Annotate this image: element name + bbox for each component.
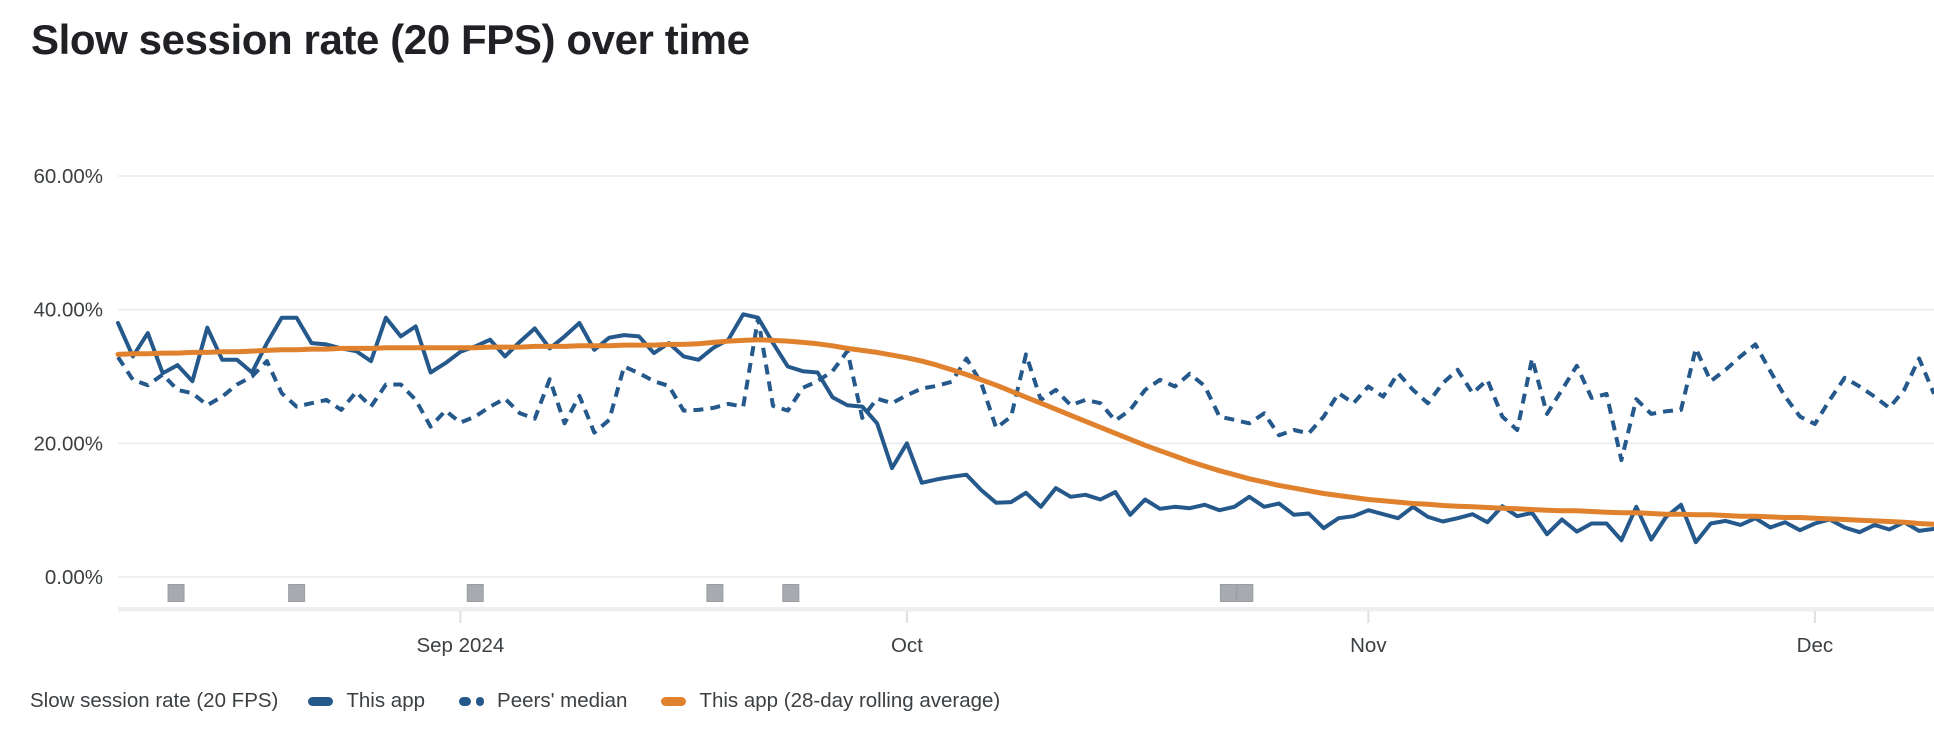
release-marker[interactable] bbox=[466, 584, 484, 602]
legend-label-peers-median: Peers' median bbox=[497, 689, 628, 712]
chart-legend: Slow session rate (20 FPS) This app Peer… bbox=[30, 686, 1034, 716]
series-line-this-app-28-day-rolling-average bbox=[115, 337, 1934, 527]
legend-swatch-peers-median bbox=[459, 696, 485, 706]
grid-layer: 60.00% 40.00% 20.00% 0.00% bbox=[33, 165, 1934, 589]
legend-label-this-app: This app bbox=[346, 689, 426, 712]
release-marker[interactable] bbox=[706, 584, 724, 602]
chart-title: Slow session rate (20 FPS) over time bbox=[31, 16, 750, 63]
legend-item-peers-median: Peers' median bbox=[459, 689, 627, 713]
legend-swatch-this-app bbox=[308, 696, 334, 706]
y-axis-tick-label: 0.00% bbox=[45, 566, 103, 589]
y-axis-tick-label: 60.00% bbox=[33, 165, 103, 188]
release-marker[interactable] bbox=[782, 584, 800, 602]
legend-label-rolling-average: This app (28-day rolling average) bbox=[699, 689, 1001, 712]
legend-item-rolling-average: This app (28-day rolling average) bbox=[661, 689, 1000, 713]
legend-axis-label: Slow session rate (20 FPS) bbox=[30, 689, 279, 712]
release-marker[interactable] bbox=[1236, 584, 1254, 602]
release-marker[interactable] bbox=[167, 584, 185, 602]
series-line-peers-median bbox=[116, 316, 1934, 462]
release-marker[interactable] bbox=[1219, 584, 1237, 602]
x-axis-tick-label: Oct bbox=[891, 634, 923, 657]
release-band-baseline bbox=[118, 607, 1934, 612]
release-marker[interactable] bbox=[288, 584, 306, 602]
x-axis-tick-label: Sep 2024 bbox=[416, 634, 504, 657]
y-axis-tick-label: 40.00% bbox=[33, 299, 103, 322]
release-markers bbox=[167, 584, 1254, 602]
legend-swatch-rolling-average bbox=[661, 696, 687, 706]
x-axis-tick-label: Dec bbox=[1797, 634, 1833, 657]
release-band bbox=[118, 607, 1934, 612]
series-lines bbox=[115, 312, 1934, 545]
y-axis-tick-label: 20.00% bbox=[33, 432, 103, 455]
legend-item-this-app: This app bbox=[308, 689, 425, 713]
x-axis: Sep 2024 Oct Nov Dec bbox=[416, 611, 1833, 657]
x-axis-tick-label: Nov bbox=[1350, 634, 1387, 657]
series-line-this-app bbox=[116, 312, 1934, 545]
